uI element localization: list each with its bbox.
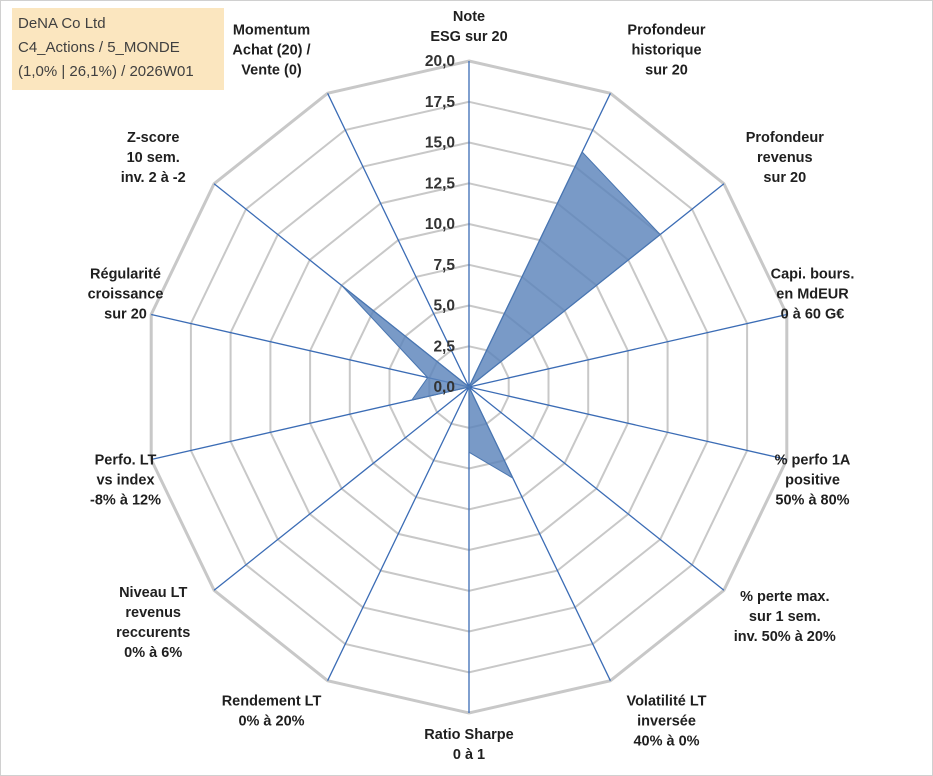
axis-spoke-11 [151,313,470,388]
tick-label: 2,5 [433,338,455,355]
axis-label-line: 0 à 60 G€ [781,307,845,323]
axis-label-line: Z-score [127,130,179,146]
axis-label-line: -8% à 12% [90,493,161,509]
axis-label-line: positive [785,473,840,489]
axis-label-0: Note ESG sur 20 [430,9,507,45]
axis-label-line: 0 à 1 [453,747,485,763]
axis-label-line: Vente (0) [241,63,302,79]
axis-label-5: % perte max. sur 1 sem. inv. 50% à 20% [734,589,836,645]
axis-label-line: Régularité [90,267,161,283]
axis-label-line: 0% à 20% [238,713,304,729]
axis-label-line: revenus [125,605,181,621]
axis-label-11: Régularité croissance sur 20 [88,267,164,323]
axis-label-3: Capi. bours. en MdEUR 0 à 60 G€ [771,267,855,323]
tick-label: 10,0 [425,216,455,233]
tick-label: 15,0 [425,135,455,152]
company-name: DeNA Co Ltd [18,15,106,32]
axis-label-line: Perfo. LT [95,453,157,469]
axis-label-line: inv. 50% à 20% [734,629,836,645]
axis-label-line: sur 20 [763,170,806,186]
axis-spoke-8 [327,386,470,681]
axis-label-line: % perfo 1A [775,453,851,469]
tick-label: 0,0 [433,379,455,396]
axis-label-line: % perte max. [740,589,829,605]
data-area [341,151,661,480]
axis-label-line: sur 1 sem. [749,609,821,625]
tick-label: 20,0 [425,53,455,70]
axis-label-line: 50% à 80% [775,493,849,509]
axis-label-line: Profondeur [746,130,824,146]
axis-label-line: Volatilité LT [626,693,706,709]
axis-label-line: vs index [96,473,154,489]
axis-spoke-4 [468,386,787,461]
axis-label-line: 40% à 0% [633,733,699,749]
axis-label-line: 0% à 6% [124,645,182,661]
axis-label-line: Momentum [233,23,310,39]
axis-label-line: ESG sur 20 [430,29,507,45]
tick-label: 12,5 [425,175,456,192]
axis-spoke-5 [468,386,725,591]
axis-spoke-9 [213,386,470,591]
axis-label-line: sur 20 [104,307,147,323]
tick-label: 7,5 [433,257,455,274]
axis-label-line: Ratio Sharpe [424,727,513,743]
axis-label-6: Volatilité LT inversée 40% à 0% [626,693,706,749]
portfolio-name: C4_Actions / 5_MONDE [18,39,180,56]
title-box: DeNA Co Ltd C4_Actions / 5_MONDE (1,0% |… [12,8,224,90]
axis-label-line: inv. 2 à -2 [121,170,186,186]
axis-label-line: historique [631,43,701,59]
axis-label-line: Niveau LT [119,585,187,601]
axis-label-line: reccurents [116,625,190,641]
axis-label-1: Profondeur historique sur 20 [627,23,705,79]
period-info: (1,0% | 26,1%) / 2026W01 [18,63,194,80]
axis-label-12: Z-score 10 sem. inv. 2 à -2 [121,130,186,186]
axis-label-line: Rendement LT [222,693,322,709]
axis-label-7: Ratio Sharpe 0 à 1 [424,727,513,763]
axis-spoke-3 [468,313,787,388]
axis-label-line: revenus [757,150,813,166]
axis-label-13: Momentum Achat (20) / Vente (0) [232,23,310,79]
tick-label: 5,0 [433,298,455,315]
data-polygon [341,151,661,480]
axis-label-line: 10 sem. [127,150,180,166]
tick-label: 17,5 [425,94,456,111]
axis-label-8: Rendement LT 0% à 20% [222,693,322,729]
axis-spoke-13 [327,93,470,388]
axis-label-line: Profondeur [627,23,705,39]
axis-label-line: inversée [637,713,696,729]
axis-labels: Note ESG sur 20 Profondeur historique sur 20… [88,9,855,763]
axis-label-line: sur 20 [645,63,688,79]
axis-label-line: en MdEUR [776,287,849,303]
tick-labels: 0,0 2,5 5,0 7,5 10,0 12,5 15,0 17,5 20,0 [425,53,456,396]
axis-label-10: Perfo. LT vs index -8% à 12% [90,453,161,509]
axis-label-9: Niveau LT revenus reccurents 0% à 6% [116,585,190,661]
axis-label-2: Profondeur revenus sur 20 [746,130,824,186]
axis-label-line: Capi. bours. [771,267,855,283]
axis-label-4: % perfo 1A positive 50% à 80% [775,453,851,509]
axis-label-line: croissance [88,287,164,303]
axis-label-line: Achat (20) / [232,43,310,59]
axis-label-line: Note [453,9,485,25]
